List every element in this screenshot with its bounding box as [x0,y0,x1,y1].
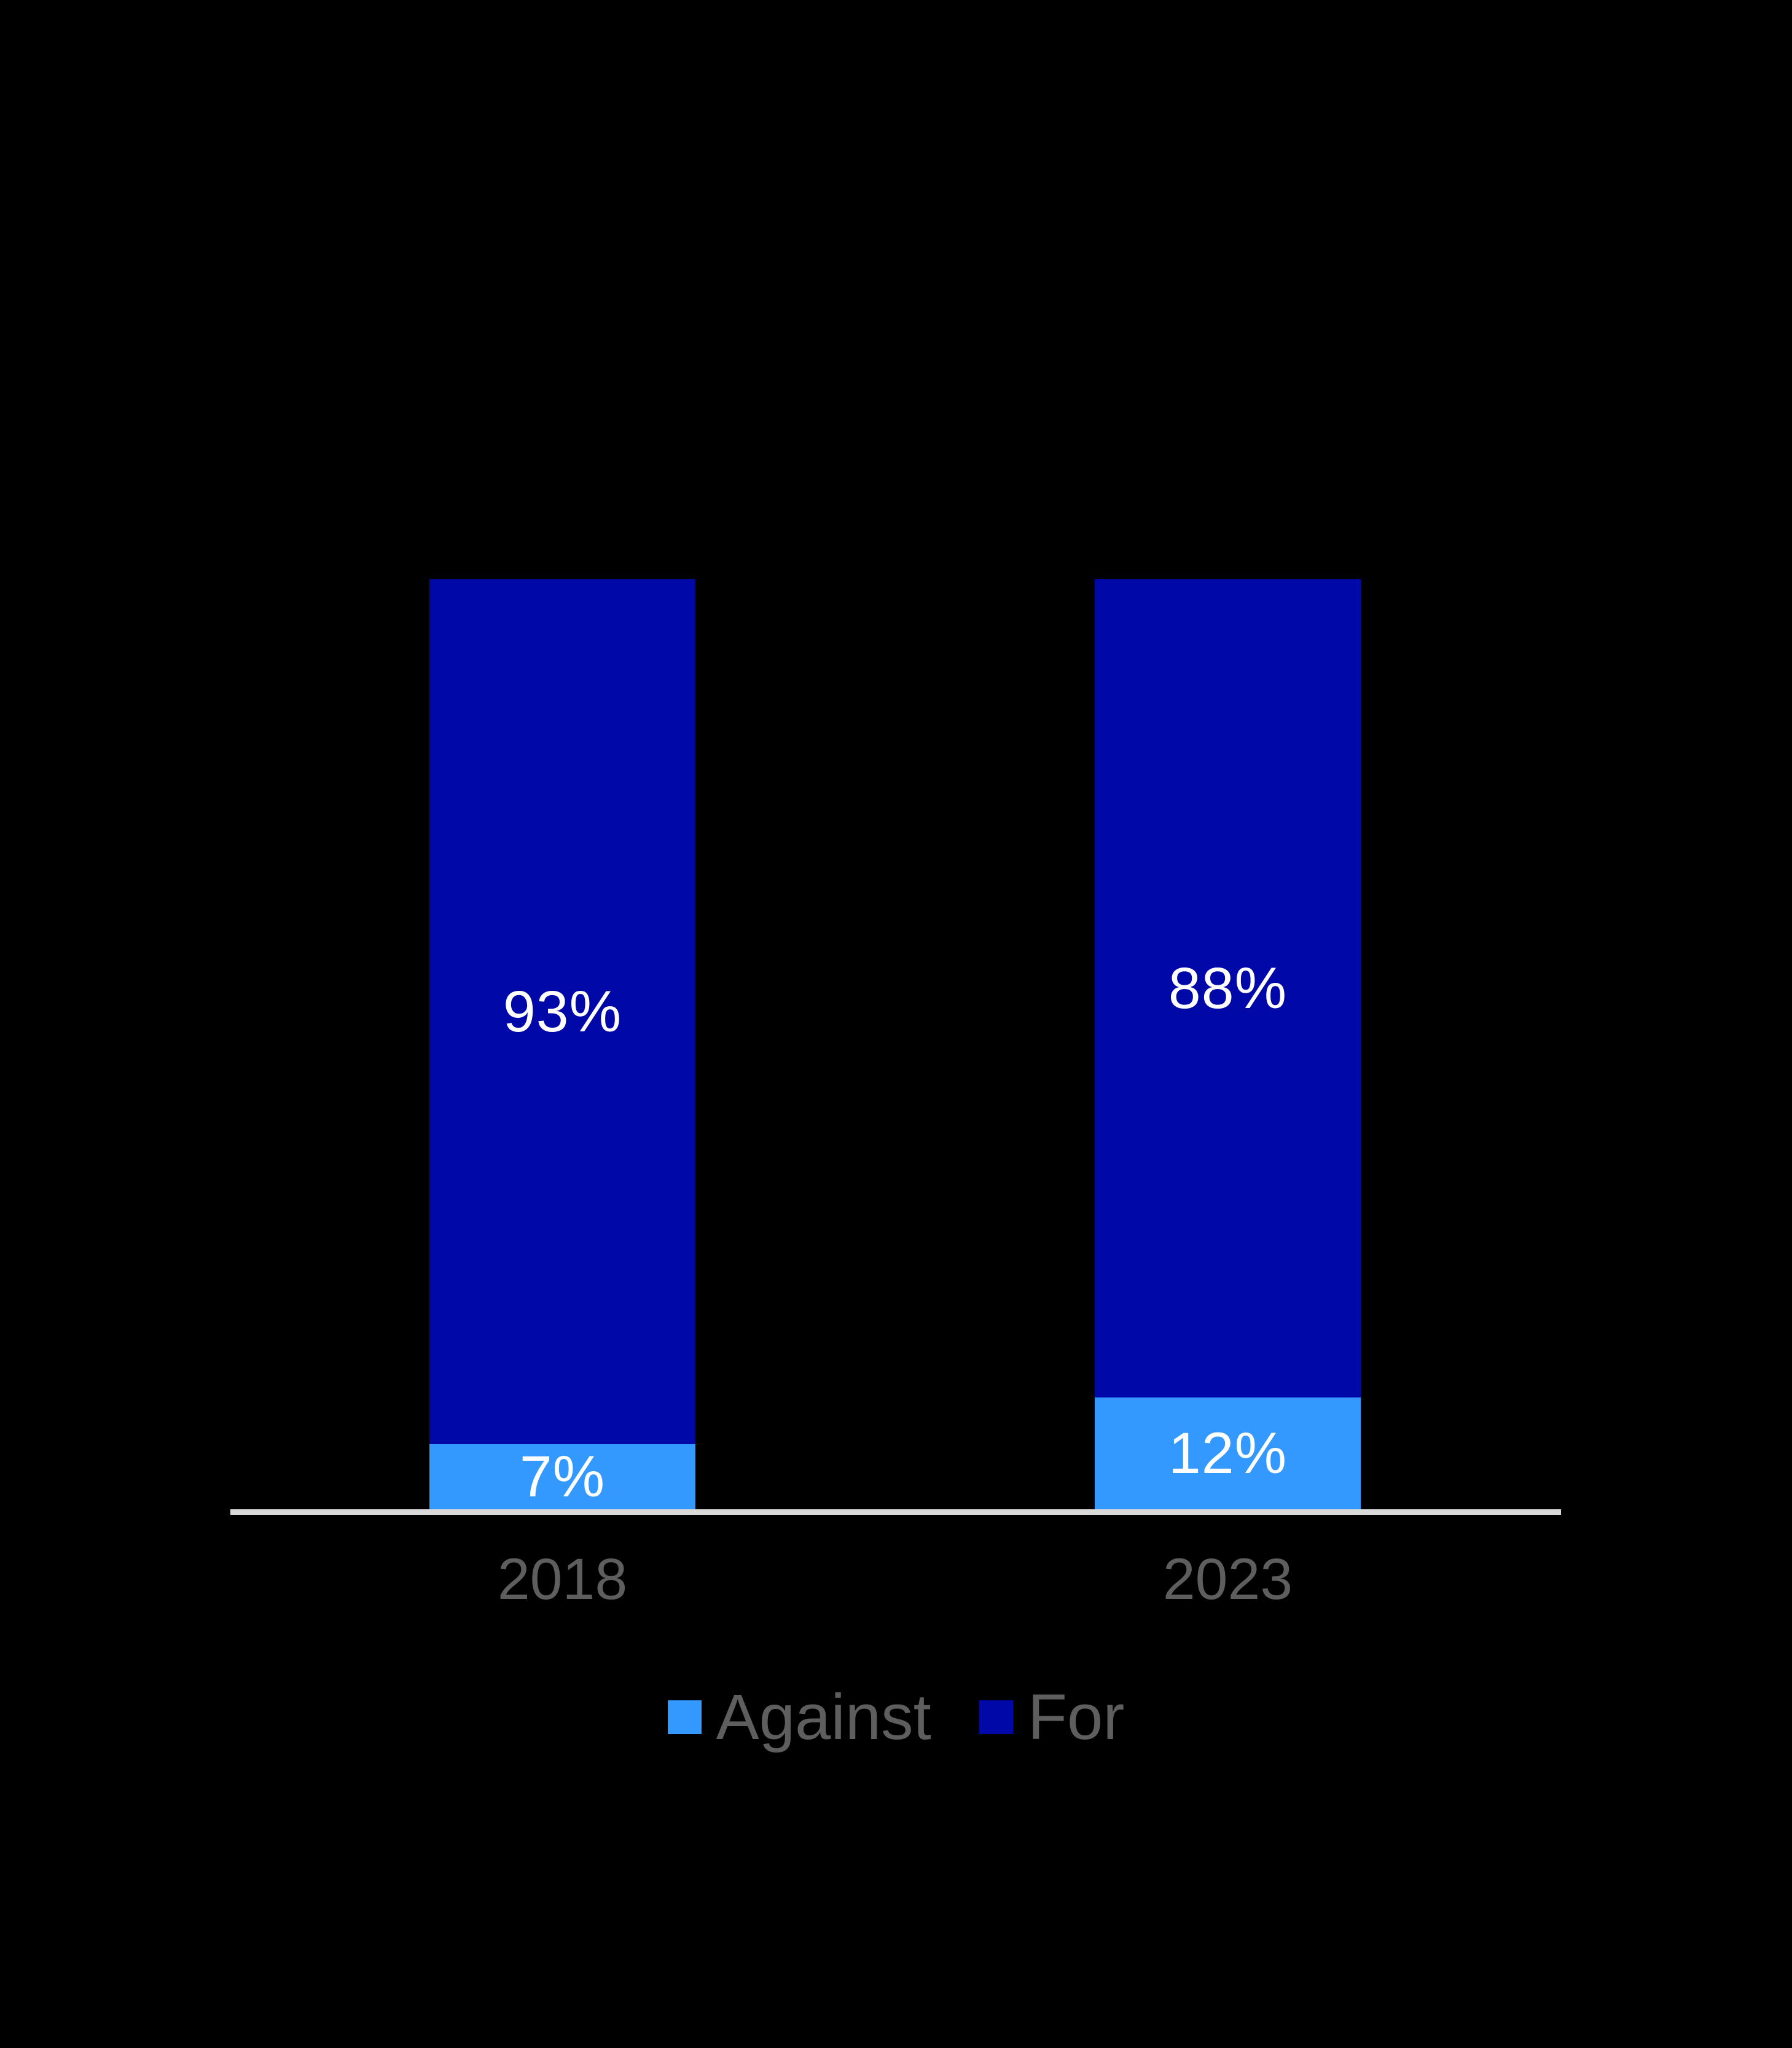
bar-2023-for-segment: 88% [1095,579,1361,1398]
bar-2023: 88% 12% [1095,579,1361,1509]
bar-2023-against-segment: 12% [1095,1397,1361,1509]
bar-2018-for-segment: 93% [429,579,695,1445]
bar-2018: 93% 7% [429,579,695,1509]
legend-label-for: For [1027,1681,1125,1753]
legend-swatch-for [979,1700,1013,1735]
legend-item-for: For [979,1681,1125,1753]
legend-swatch-against [667,1700,702,1735]
bar-2023-against-value-label: 12% [1168,1420,1288,1486]
plot-area: 93% 7% 88% 12% [230,579,1561,1509]
bar-2018-against-segment: 7% [429,1444,695,1509]
x-tick-2018: 2018 [497,1547,628,1612]
legend-label-against: Against [716,1681,931,1753]
x-tick-2023: 2023 [1162,1547,1293,1612]
legend: Against For [0,1682,1792,1753]
bar-2023-for-value-label: 88% [1168,955,1288,1021]
legend-item-against: Against [667,1681,931,1753]
bar-2018-against-value-label: 7% [519,1444,606,1509]
x-axis-line [230,1509,1561,1515]
bar-2018-for-value-label: 93% [503,979,622,1044]
